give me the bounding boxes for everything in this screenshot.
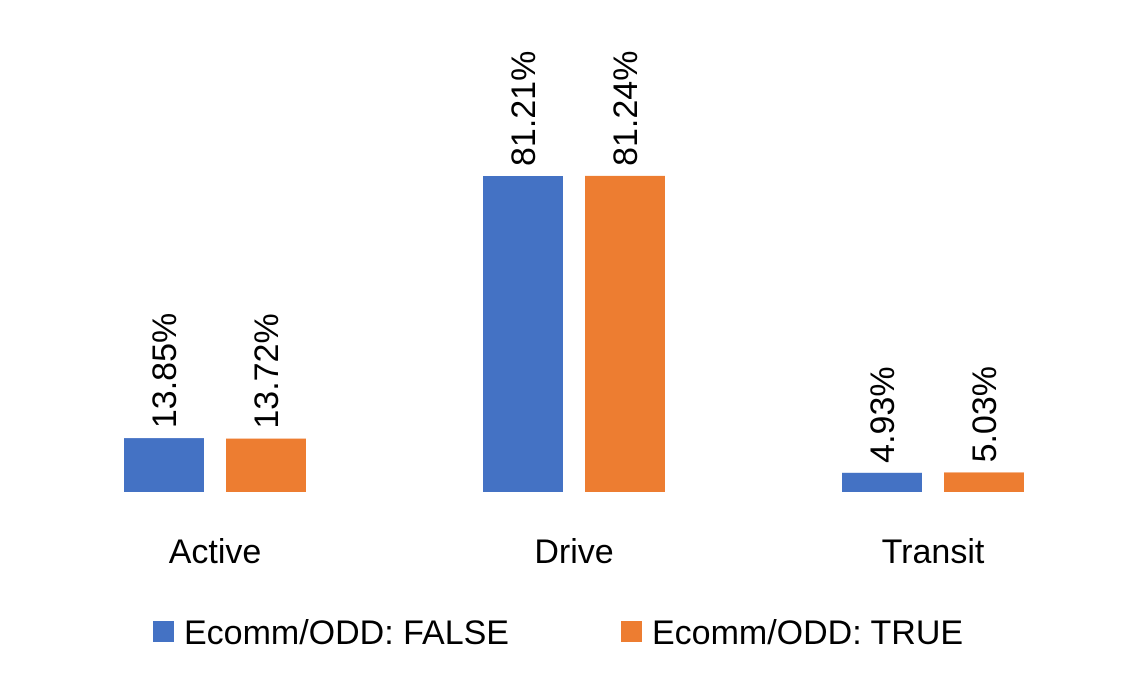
category-label-active: Active	[169, 533, 262, 571]
legend-swatch-series-1	[153, 621, 174, 642]
data-label-active-series-2: 13.72%	[248, 313, 286, 428]
legend-label-series-2: Ecomm/ODD: TRUE	[652, 614, 963, 652]
legend-swatch-series-2	[621, 621, 642, 642]
bar-drive-series-1	[483, 176, 563, 492]
data-label-drive-series-1: 81.21%	[505, 51, 543, 166]
legend-label-series-1: Ecomm/ODD: FALSE	[184, 614, 509, 652]
category-labels-layer: Active Drive Transit	[169, 533, 985, 571]
bar-drive-series-2	[585, 175, 665, 492]
legend: Ecomm/ODD: FALSE Ecomm/ODD: TRUE	[153, 614, 963, 652]
bar-transit-series-1	[842, 472, 922, 492]
data-label-transit-series-1: 4.93%	[864, 366, 902, 462]
bar-active-series-1	[124, 438, 204, 492]
data-label-transit-series-2: 5.03%	[966, 366, 1004, 462]
category-label-drive: Drive	[534, 533, 613, 571]
data-label-drive-series-2: 81.24%	[607, 51, 645, 166]
bar-active-series-2	[226, 438, 306, 492]
bars-layer	[124, 175, 1024, 492]
category-label-transit: Transit	[882, 533, 985, 571]
data-label-active-series-1: 13.85%	[146, 313, 184, 428]
data-labels-layer: 13.85% 13.72% 81.21% 81.24% 4.93% 5.03%	[146, 51, 1004, 463]
bar-transit-series-2	[944, 472, 1024, 492]
